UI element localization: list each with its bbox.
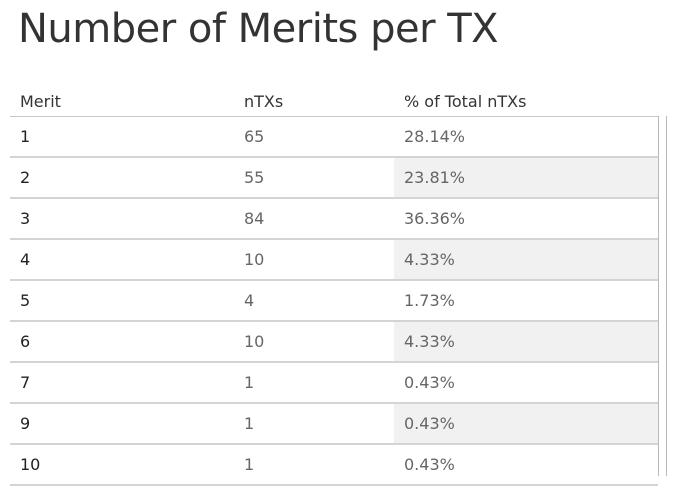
row-highlight	[394, 158, 658, 197]
table-row[interactable]: 7 1 0.43%	[10, 363, 658, 404]
table-row[interactable]: 4 10 4.33%	[10, 240, 658, 281]
table-row[interactable]: 6 10 4.33%	[10, 322, 658, 363]
pct-total-cell: 0.43%	[404, 414, 455, 433]
table-row[interactable]: 3 84 36.36%	[10, 199, 658, 240]
merit-cell: 5	[20, 291, 31, 310]
pct-total-cell: 0.43%	[404, 455, 455, 474]
row-highlight	[394, 404, 658, 443]
ntxs-cell: 4	[244, 291, 255, 310]
ntxs-cell: 84	[244, 209, 265, 228]
table-scroll-edge	[666, 116, 667, 476]
merit-cell: 10	[20, 455, 41, 474]
table-header: Merit nTXs % of Total nTXs	[0, 90, 698, 114]
ntxs-cell: 65	[244, 127, 265, 146]
ntxs-cell: 55	[244, 168, 265, 187]
chart-title: Number of Merits per TX	[18, 6, 499, 52]
merit-cell: 4	[20, 250, 31, 269]
ntxs-cell: 1	[244, 414, 255, 433]
table-row[interactable]: 2 55 23.81%	[10, 158, 658, 199]
row-highlight	[394, 240, 658, 279]
pct-total-cell: 4.33%	[404, 332, 455, 351]
merit-cell: 7	[20, 373, 31, 392]
ntxs-cell: 1	[244, 455, 255, 474]
pct-total-cell: 28.14%	[404, 127, 466, 146]
table-row[interactable]: 1 65 28.14%	[10, 117, 658, 158]
table-row[interactable]: 5 4 1.73%	[10, 281, 658, 322]
table-right-border	[658, 116, 659, 476]
data-table: 1 65 28.14% 2 55 23.81% 3 84 36.36% 4 10 4.33% 5 4 1.7…	[10, 116, 658, 486]
ntxs-cell: 1	[244, 373, 255, 392]
merit-cell: 6	[20, 332, 31, 351]
merit-cell: 9	[20, 414, 31, 433]
table-row[interactable]: 9 1 0.43%	[10, 404, 658, 445]
merit-cell: 2	[20, 168, 31, 187]
pct-total-cell: 4.33%	[404, 250, 455, 269]
merit-cell: 1	[20, 127, 31, 146]
pct-total-cell: 23.81%	[404, 168, 466, 187]
table-row[interactable]: 10 1 0.43%	[10, 445, 658, 486]
merit-cell: 3	[20, 209, 31, 228]
pct-total-cell: 1.73%	[404, 291, 455, 310]
column-header-pct-total[interactable]: % of Total nTXs	[404, 92, 527, 111]
row-highlight	[394, 322, 658, 361]
pct-total-cell: 36.36%	[404, 209, 466, 228]
pct-total-cell: 0.43%	[404, 373, 455, 392]
ntxs-cell: 10	[244, 250, 265, 269]
ntxs-cell: 10	[244, 332, 265, 351]
column-header-merit[interactable]: Merit	[20, 92, 61, 111]
column-header-ntxs[interactable]: nTXs	[244, 92, 284, 111]
